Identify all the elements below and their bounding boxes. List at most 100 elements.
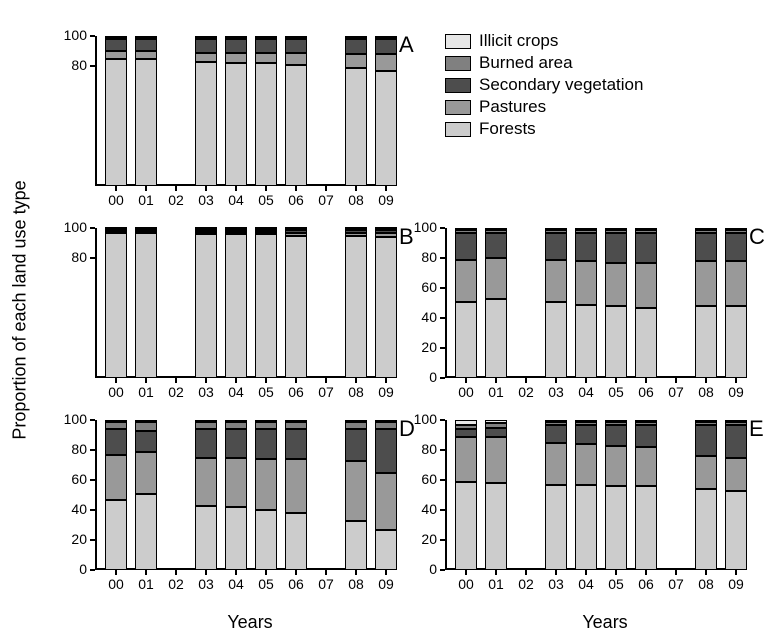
seg-pastures	[695, 261, 717, 306]
seg-forests	[285, 513, 307, 570]
seg-forests	[345, 68, 367, 187]
bar-C-03	[545, 228, 567, 378]
seg-forests	[545, 302, 567, 379]
seg-forests	[485, 299, 507, 379]
legend-swatch-secondary_vegetation	[445, 78, 471, 93]
seg-secondary_vegetation	[285, 230, 307, 233]
x-tick-label: 00	[104, 192, 128, 208]
x-tick-label: 03	[544, 576, 568, 592]
x-tick	[525, 378, 527, 383]
y-tick-label: 60	[57, 471, 87, 487]
panel-E: 02040608010000010203040506070809E	[445, 420, 745, 570]
x-tick	[295, 570, 297, 575]
bar-A-05	[255, 36, 277, 186]
x-tick-label: 08	[344, 576, 368, 592]
y-tick-label: 80	[57, 249, 87, 265]
x-tick-label: 08	[694, 576, 718, 592]
y-tick-label: 20	[407, 339, 437, 355]
seg-secondary_vegetation	[575, 233, 597, 262]
seg-secondary_vegetation	[285, 429, 307, 459]
x-tick-label: 04	[574, 384, 598, 400]
seg-pastures	[375, 473, 397, 530]
bar-E-01	[485, 420, 507, 570]
y-tick	[440, 509, 445, 511]
seg-secondary_vegetation	[605, 425, 627, 446]
seg-forests	[485, 483, 507, 570]
x-tick-label: 09	[374, 384, 398, 400]
y-tick	[90, 479, 95, 481]
x-tick	[175, 186, 177, 191]
seg-illicit_crops	[345, 420, 367, 422]
seg-burned_area	[105, 422, 127, 430]
x-tick	[295, 378, 297, 383]
seg-illicit_crops	[225, 227, 247, 229]
seg-burned_area	[375, 422, 397, 430]
seg-secondary_vegetation	[105, 39, 127, 51]
bar-A-09	[375, 36, 397, 186]
bar-D-09	[375, 420, 397, 570]
seg-burned_area	[695, 422, 717, 425]
seg-secondary_vegetation	[255, 39, 277, 53]
x-tick	[615, 378, 617, 383]
bar-B-00	[105, 228, 127, 378]
figure: Proportion of each land use type 8010000…	[0, 0, 779, 642]
x-tick	[585, 570, 587, 575]
x-tick-label: 03	[194, 192, 218, 208]
seg-forests	[345, 236, 367, 379]
x-tick	[735, 378, 737, 383]
x-tick	[465, 378, 467, 383]
x-tick	[205, 378, 207, 383]
y-tick-label: 0	[407, 561, 437, 577]
seg-pastures	[575, 444, 597, 485]
y-tick-label: 0	[57, 561, 87, 577]
seg-pastures	[225, 458, 247, 508]
y-axis-line	[95, 228, 97, 378]
bar-E-00	[455, 420, 477, 570]
seg-pastures	[635, 447, 657, 486]
bar-C-06	[635, 228, 657, 378]
x-tick	[385, 570, 387, 575]
x-tick-label: 01	[484, 384, 508, 400]
seg-burned_area	[455, 425, 477, 430]
seg-pastures	[225, 53, 247, 64]
y-tick	[90, 509, 95, 511]
legend: Illicit cropsBurned areaSecondary vegeta…	[445, 30, 643, 140]
seg-secondary_vegetation	[255, 429, 277, 459]
y-tick	[440, 479, 445, 481]
bar-A-00	[105, 36, 127, 186]
x-tick-label: 05	[254, 384, 278, 400]
seg-forests	[695, 489, 717, 570]
seg-pastures	[255, 232, 277, 234]
legend-item-burned_area: Burned area	[445, 52, 643, 74]
seg-illicit_crops	[485, 228, 507, 230]
bar-E-05	[605, 420, 627, 570]
bar-B-09	[375, 228, 397, 378]
x-tick	[615, 570, 617, 575]
seg-secondary_vegetation	[575, 425, 597, 445]
seg-pastures	[455, 260, 477, 302]
x-tick	[495, 378, 497, 383]
seg-burned_area	[575, 422, 597, 425]
seg-forests	[635, 308, 657, 379]
bar-C-05	[605, 228, 627, 378]
x-tick-label: 00	[104, 384, 128, 400]
legend-swatch-burned_area	[445, 56, 471, 71]
seg-forests	[225, 234, 247, 378]
y-tick	[90, 65, 95, 67]
y-tick	[440, 227, 445, 229]
x-tick-label: 00	[104, 576, 128, 592]
x-tick-label: 04	[224, 576, 248, 592]
x-tick	[175, 378, 177, 383]
seg-pastures	[345, 233, 367, 236]
x-tick	[675, 570, 677, 575]
seg-burned_area	[605, 230, 627, 233]
seg-burned_area	[695, 230, 717, 233]
seg-pastures	[285, 233, 307, 236]
seg-illicit_crops	[575, 420, 597, 422]
x-tick-label: 02	[514, 384, 538, 400]
seg-burned_area	[635, 422, 657, 425]
seg-burned_area	[225, 422, 247, 430]
y-axis-line	[95, 36, 97, 186]
seg-pastures	[545, 443, 567, 485]
seg-pastures	[195, 458, 217, 506]
